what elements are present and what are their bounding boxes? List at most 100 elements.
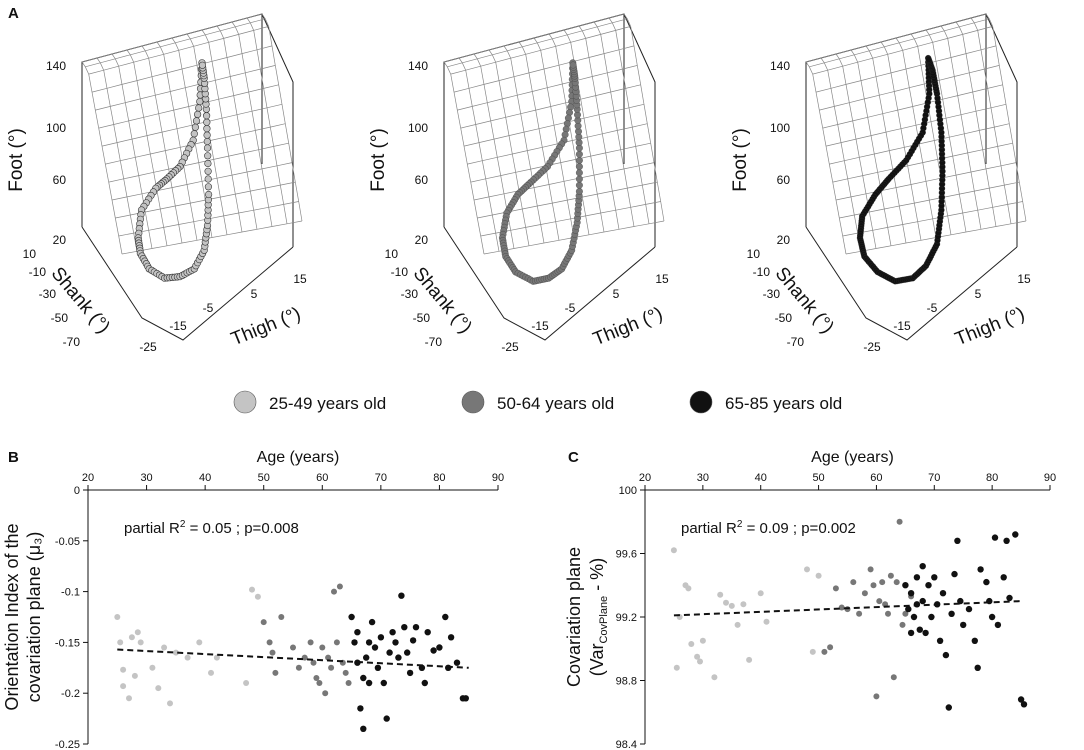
thigh-tick-label: -25	[139, 340, 157, 354]
surface-grid-line	[480, 201, 661, 237]
data-point	[815, 572, 822, 579]
surface-grid-line	[473, 162, 655, 201]
thigh-tick-label: -25	[863, 340, 881, 354]
thigh-axis-label: Thigh (°)	[228, 303, 304, 350]
data-point	[167, 700, 173, 707]
trajectory-point	[198, 61, 206, 69]
series-old	[348, 592, 469, 732]
y-tick-label: 99.6	[616, 549, 637, 561]
trajectory-point	[195, 104, 203, 112]
y-tick-label: -0.2	[61, 688, 80, 700]
data-point	[699, 637, 706, 644]
shank-tick-label: -10	[391, 265, 409, 279]
data-point	[896, 518, 903, 525]
data-point	[331, 588, 337, 595]
surface-grid-line	[593, 21, 635, 227]
data-point	[919, 597, 926, 605]
y-axis-label-line1: Orientation Index of the	[2, 523, 22, 710]
data-point	[717, 591, 724, 598]
shank-tick-label: -70	[425, 335, 443, 349]
foot-axis-label: Foot (°)	[6, 128, 27, 192]
data-point	[928, 613, 935, 621]
data-point	[260, 619, 267, 626]
legend-swatch-middle	[461, 390, 485, 414]
data-point	[936, 637, 944, 644]
data-point	[994, 621, 1002, 629]
data-point	[155, 685, 162, 692]
data-point	[673, 664, 680, 671]
data-point	[184, 654, 191, 661]
data-point	[365, 639, 373, 646]
trajectory-point	[203, 144, 212, 152]
legend-swatch-young	[233, 390, 257, 414]
data-point	[942, 651, 950, 659]
data-point	[867, 566, 874, 573]
data-point	[272, 669, 279, 676]
thigh-axis-label: Thigh (°)	[952, 303, 1028, 350]
surface-grid-line	[111, 162, 293, 201]
trajectory-point	[204, 175, 212, 183]
surface-grid-line	[955, 21, 997, 227]
data-point	[412, 624, 420, 631]
shank-tick-label: -30	[763, 287, 781, 301]
data-point	[907, 590, 915, 597]
data-point	[406, 669, 414, 677]
data-point	[120, 683, 127, 690]
data-point	[1006, 594, 1013, 602]
stats-annotation: partial R2 = 0.09 ; p=0.002	[681, 519, 856, 537]
surface-grid-line	[578, 25, 620, 230]
shank-tick-label: -50	[413, 311, 431, 325]
trajectory-point	[204, 167, 212, 175]
x-tick-label: 70	[928, 472, 940, 484]
x-tick-label: 30	[697, 472, 709, 484]
data-point	[447, 634, 455, 641]
trajectory-point	[575, 175, 583, 183]
trajectory-point	[204, 159, 212, 168]
foot-tick-label: 60	[53, 173, 67, 187]
thigh-tick-label: -5	[565, 301, 576, 315]
floor-outline	[805, 226, 1018, 341]
y-tick-label: -0.15	[55, 637, 80, 649]
data-point	[137, 639, 144, 646]
foot-axis-label: Foot (°)	[368, 128, 389, 192]
legend-item-middle: 50-64 years old	[461, 390, 614, 414]
x-tick-label: 70	[375, 472, 387, 484]
data-point	[821, 648, 828, 655]
data-point	[945, 704, 952, 711]
data-point	[371, 644, 379, 651]
data-point	[763, 618, 770, 625]
shank-axis-label: Shank (°)	[47, 263, 114, 337]
foot-tick-label: 60	[415, 173, 429, 187]
data-point	[377, 634, 385, 641]
surface-grid-line	[81, 13, 263, 63]
series-old	[902, 531, 1028, 711]
surface-grid-line	[835, 53, 877, 249]
data-point	[1020, 701, 1028, 708]
data-point	[351, 639, 358, 646]
surface-grid-line	[815, 45, 997, 93]
data-point	[325, 654, 332, 661]
x-axis-label: Age (years)	[811, 449, 894, 466]
x-axis-label: Age (years)	[257, 449, 340, 466]
surface-grid-line	[141, 45, 183, 244]
surface-grid-line	[467, 123, 648, 165]
shank-tick-label: 10	[23, 247, 37, 261]
trajectory-point	[203, 137, 211, 146]
shank-tick-label: 10	[385, 247, 399, 261]
surface-grid-line	[970, 17, 1012, 224]
data-point	[266, 639, 273, 646]
foot-tick-label: 60	[777, 173, 791, 187]
thigh-tick-label: -5	[927, 301, 938, 315]
surface-grid-line	[805, 61, 847, 255]
surface-grid-line	[216, 25, 258, 230]
data-point	[208, 669, 214, 676]
data-point	[313, 675, 320, 681]
data-point	[757, 590, 764, 597]
thigh-tick-label: 15	[293, 272, 307, 286]
data-point	[430, 647, 437, 654]
data-point	[249, 586, 255, 593]
data-point	[870, 582, 877, 589]
data-point	[890, 674, 897, 681]
surface-grid-line	[822, 84, 1003, 129]
data-point	[354, 629, 361, 636]
